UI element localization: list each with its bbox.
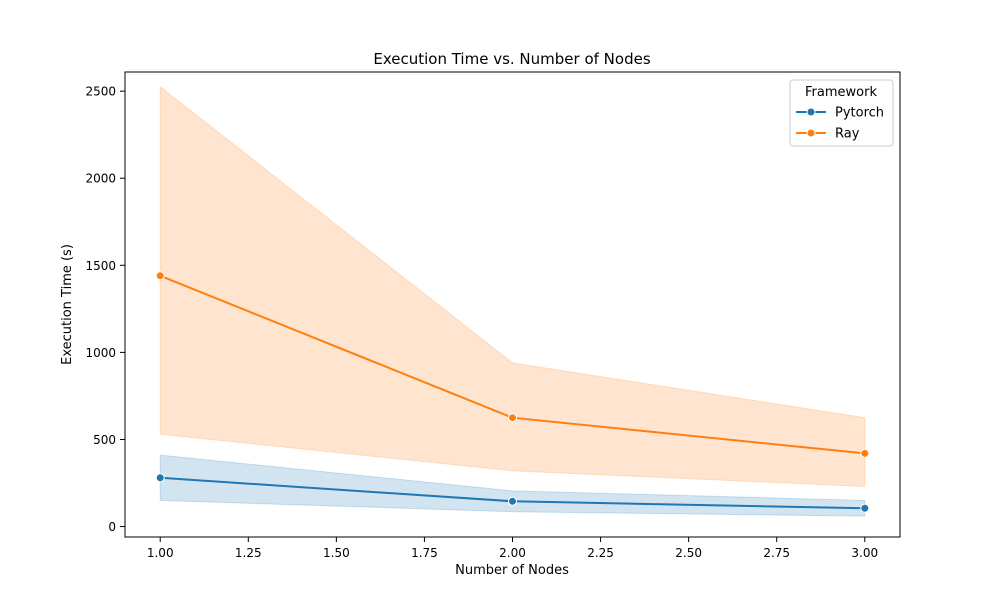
legend-pytorch-marker xyxy=(806,107,816,117)
pytorch-point xyxy=(155,473,165,483)
y-tick-label: 1000 xyxy=(85,346,116,360)
legend-ray-label: Ray xyxy=(835,127,860,142)
x-axis-ticks: 1.00 1.25 1.50 1.75 2.00 2.25 2.50 2.75 3.00 xyxy=(147,537,878,560)
x-axis-label: Number of Nodes xyxy=(455,563,569,578)
legend-title: Framework xyxy=(805,85,877,100)
ray-point xyxy=(155,271,165,281)
x-tick-label: 1.00 xyxy=(147,546,174,560)
ray-point xyxy=(508,413,517,423)
x-tick-label: 1.25 xyxy=(235,546,262,560)
x-tick-label: 1.75 xyxy=(411,546,438,560)
x-tick-label: 2.00 xyxy=(499,546,526,560)
x-tick-label: 2.75 xyxy=(763,546,790,560)
pytorch-point xyxy=(508,496,517,506)
confidence-bands xyxy=(159,85,866,517)
x-tick-label: 3.00 xyxy=(851,546,878,560)
legend-pytorch-label: Pytorch xyxy=(835,106,884,121)
x-tick-label: 1.50 xyxy=(323,546,350,560)
data-points xyxy=(155,271,870,513)
y-tick-label: 0 xyxy=(108,520,116,534)
y-tick-label: 2000 xyxy=(85,172,116,186)
x-tick-label: 2.50 xyxy=(675,546,702,560)
y-tick-label: 1500 xyxy=(85,259,116,273)
ray-point xyxy=(860,448,870,458)
y-axis-label: Execution Time (s) xyxy=(60,244,75,365)
legend: Framework Pytorch Ray xyxy=(789,79,894,147)
x-tick-label: 2.25 xyxy=(587,546,614,560)
legend-ray-marker xyxy=(806,128,816,138)
legend-entries: Pytorch Ray xyxy=(796,106,884,142)
y-axis-ticks: 0 500 1000 1500 2000 2500 xyxy=(85,85,125,534)
y-tick-label: 2500 xyxy=(85,85,116,99)
legend-box xyxy=(789,79,894,147)
y-tick-label: 500 xyxy=(93,433,116,447)
pytorch-point xyxy=(860,503,870,513)
pytorch-confidence-band xyxy=(159,454,866,517)
ray-confidence-band xyxy=(159,85,866,488)
chart-title: Execution Time vs. Number of Nodes xyxy=(373,50,650,68)
